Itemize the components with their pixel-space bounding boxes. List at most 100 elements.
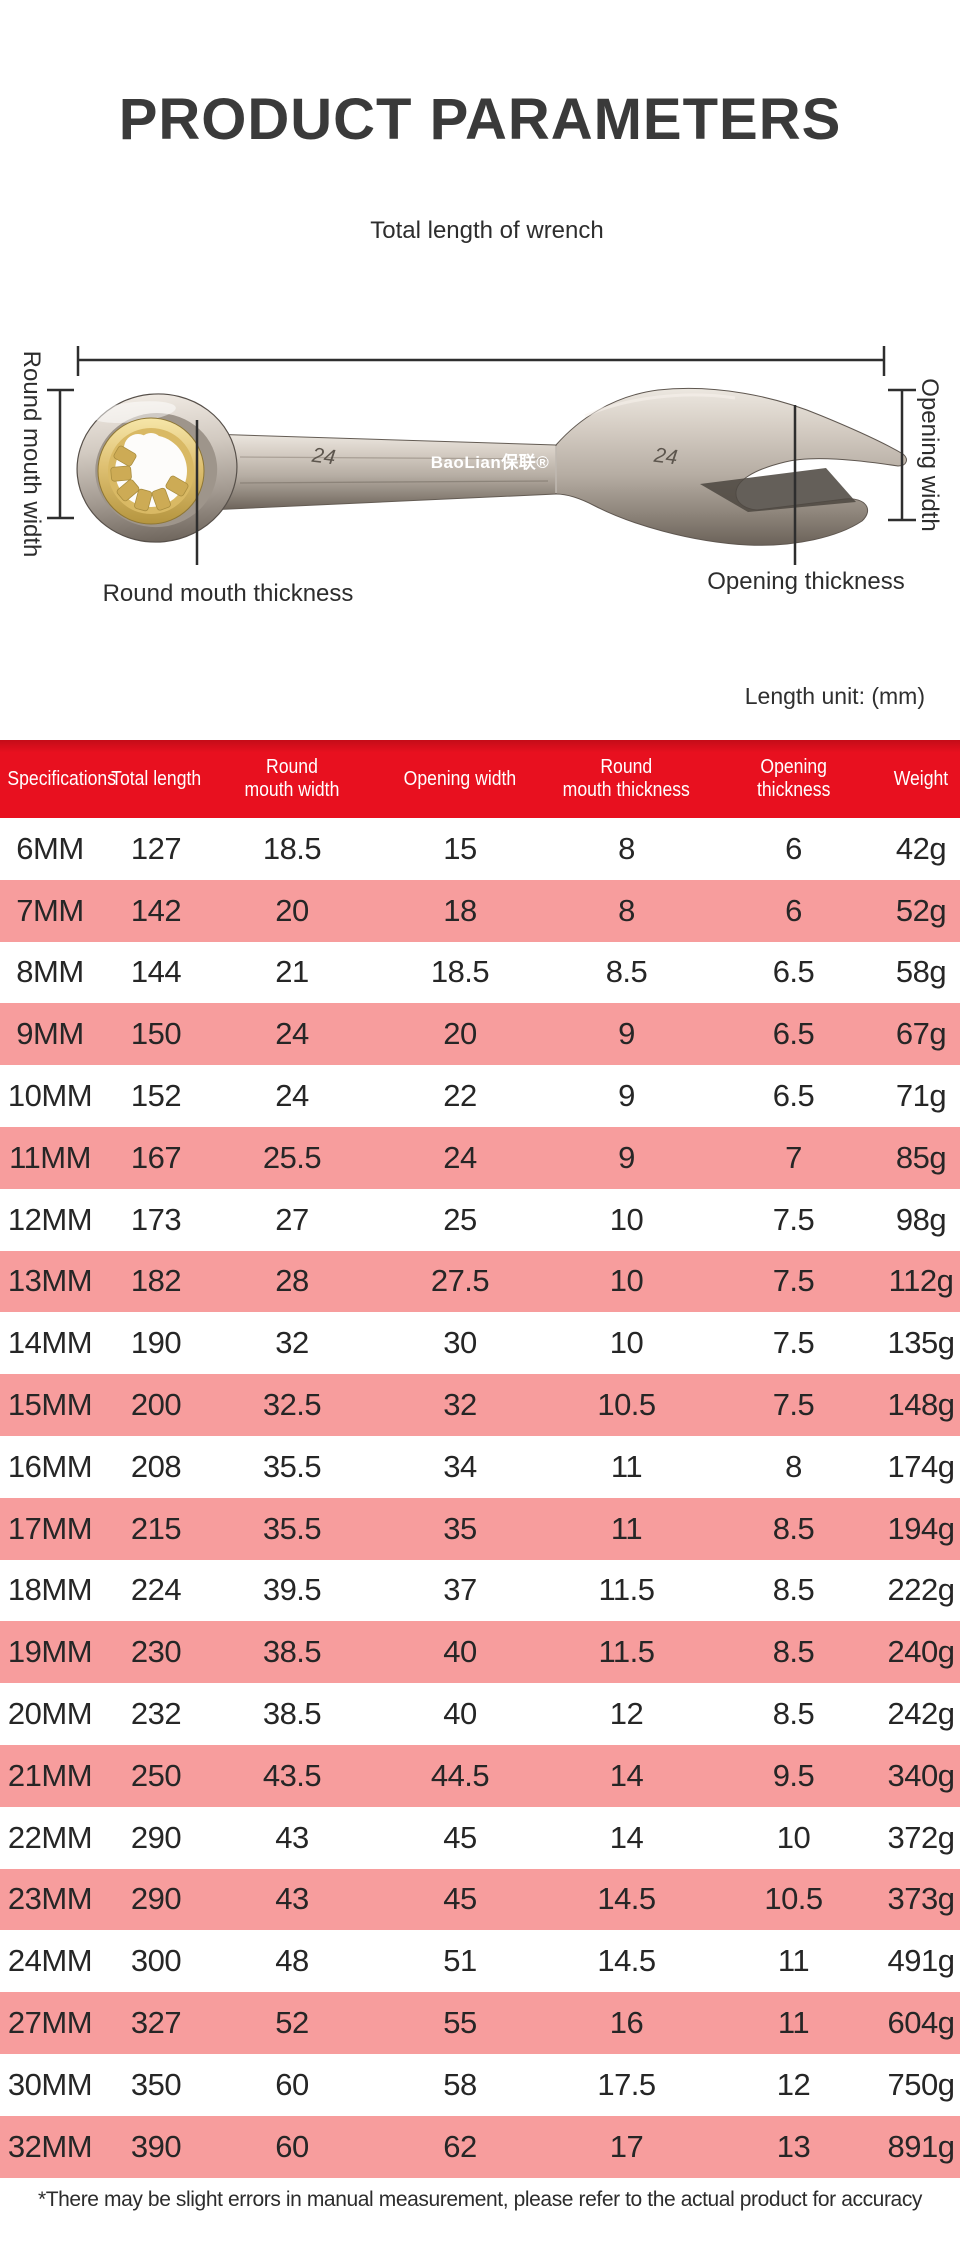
size-marking-right: 24 — [652, 444, 679, 470]
cell-round-mouth-width: 24 — [275, 1016, 309, 1052]
table-row: 19MM 230 38.5 40 11.5 8.5 240g — [0, 1621, 960, 1684]
size-marking-left: 24 — [310, 444, 337, 470]
cell-opening-thickness: 9.5 — [772, 1757, 815, 1793]
cell-total-length: 167 — [130, 1139, 182, 1175]
cell-specification: 15MM — [7, 1387, 93, 1423]
table-row: 11MM 167 25.5 24 9 7 85g — [0, 1126, 960, 1189]
cell-specification: 27MM — [7, 2005, 93, 2041]
cell-round-mouth-width: 35.5 — [262, 1510, 322, 1546]
cell-specification: 7MM — [16, 892, 84, 928]
cell-opening-thickness: 8.5 — [772, 1572, 815, 1608]
cell-opening-width: 40 — [443, 1634, 477, 1670]
cell-specification: 14MM — [7, 1325, 93, 1361]
cell-round-mouth-thickness: 10 — [609, 1325, 644, 1361]
cell-total-length: 190 — [130, 1325, 182, 1361]
cell-weight: 604g — [887, 2005, 955, 2041]
length-unit-note: Length unit: (mm) — [744, 683, 925, 709]
cell-total-length: 144 — [130, 954, 182, 990]
cell-weight: 491g — [887, 1943, 955, 1979]
total-length-label: Total length of wrench — [370, 217, 603, 244]
cell-opening-width: 45 — [443, 1819, 477, 1855]
table-row: 9MM 150 24 20 9 6.5 67g — [0, 1003, 960, 1066]
cell-round-mouth-thickness: 9 — [618, 1078, 635, 1114]
cell-total-length: 150 — [130, 1016, 182, 1052]
wrench-illustration: 24 24 BaoLian保联® — [76, 388, 907, 546]
cell-round-mouth-thickness: 14.5 — [597, 1943, 656, 1979]
cell-opening-thickness: 8 — [785, 1448, 802, 1484]
cell-specification: 19MM — [7, 1634, 93, 1670]
table-row: 20MM 232 38.5 40 12 8.5 242g — [0, 1683, 960, 1745]
cell-round-mouth-thickness: 11 — [610, 1510, 643, 1546]
cell-opening-thickness: 13 — [776, 2128, 811, 2164]
cell-opening-width: 27.5 — [430, 1263, 490, 1299]
cell-round-mouth-width: 27 — [275, 1201, 309, 1237]
round-mouth-width-label: Round mouth width — [18, 351, 45, 558]
cell-opening-width: 30 — [443, 1325, 477, 1361]
cell-round-mouth-width: 38.5 — [262, 1634, 322, 1670]
cell-opening-width: 62 — [443, 2128, 477, 2164]
cell-opening-thickness: 8.5 — [772, 1510, 815, 1546]
cell-round-mouth-thickness: 11 — [610, 1448, 643, 1484]
cell-opening-thickness: 7.5 — [772, 1325, 815, 1361]
cell-weight: 148g — [887, 1387, 955, 1423]
cell-total-length: 250 — [130, 1757, 182, 1793]
cell-specification: 23MM — [7, 1881, 93, 1917]
col-header-opening-width: Opening width — [372, 740, 548, 818]
cell-weight: 750g — [887, 2066, 955, 2102]
cell-round-mouth-thickness: 8.5 — [605, 954, 648, 990]
table-row: 16MM 208 35.5 34 11 8 174g — [0, 1435, 960, 1498]
table-row: 8MM 144 21 18.5 8.5 6.5 58g — [0, 941, 960, 1004]
cell-opening-width: 45 — [443, 1881, 477, 1917]
cell-specification: 6MM — [16, 830, 84, 866]
wrench-shaft — [207, 433, 557, 511]
table-row: 23MM 290 43 45 14.5 10.5 373g — [0, 1868, 960, 1931]
cell-round-mouth-thickness: 14 — [609, 1757, 644, 1793]
cell-opening-thickness: 8.5 — [772, 1634, 815, 1670]
cell-round-mouth-thickness: 8 — [618, 830, 635, 866]
table-row: 18MM 224 39.5 37 11.5 8.5 222g — [0, 1559, 960, 1622]
col-header-total-length: Total length — [100, 740, 212, 818]
cell-total-length: 142 — [130, 892, 182, 928]
table-row: 13MM 182 28 27.5 10 7.5 112g — [0, 1250, 960, 1313]
cell-opening-width: 55 — [443, 2005, 477, 2041]
cell-round-mouth-thickness: 10 — [609, 1201, 644, 1237]
table-row: 12MM 173 27 25 10 7.5 98g — [0, 1188, 960, 1251]
cell-round-mouth-width: 24 — [275, 1078, 309, 1114]
cell-round-mouth-width: 60 — [275, 2066, 309, 2102]
cell-specification: 8MM — [16, 954, 84, 990]
ratchet-teeth — [110, 445, 189, 512]
table-row: 21MM 250 43.5 44.5 14 9.5 340g — [0, 1744, 960, 1807]
cell-opening-width: 35 — [443, 1510, 477, 1546]
cell-total-length: 327 — [130, 2005, 182, 2041]
cell-round-mouth-width: 35.5 — [262, 1448, 322, 1484]
cell-weight: 67g — [895, 1016, 947, 1052]
col-header-round-mouth-thickness: Round mouth thickness — [548, 740, 705, 818]
table-row: 30MM 350 60 58 17.5 12 750g — [0, 2053, 960, 2116]
cell-round-mouth-width: 25.5 — [262, 1139, 322, 1175]
table-row: 14MM 190 32 30 10 7.5 135g — [0, 1312, 960, 1375]
cell-total-length: 215 — [130, 1510, 182, 1546]
cell-weight: 52g — [895, 892, 947, 928]
cell-opening-width: 24 — [443, 1139, 477, 1175]
cell-total-length: 290 — [130, 1819, 182, 1855]
cell-round-mouth-thickness: 9 — [618, 1139, 635, 1175]
cell-specification: 24MM — [7, 1943, 93, 1979]
cell-weight: 85g — [895, 1139, 947, 1175]
cell-opening-thickness: 10.5 — [764, 1881, 823, 1917]
cell-round-mouth-width: 60 — [275, 2128, 309, 2164]
table-row: 6MM 127 18.5 15 8 6 42g — [0, 818, 960, 880]
cell-specification: 32MM — [7, 2128, 93, 2164]
table-row: 15MM 200 32.5 32 10.5 7.5 148g — [0, 1374, 960, 1436]
cell-total-length: 127 — [130, 830, 182, 866]
cell-weight: 112g — [888, 1263, 954, 1299]
cell-opening-width: 20 — [443, 1016, 477, 1052]
cell-opening-thickness: 7 — [785, 1139, 802, 1175]
cell-round-mouth-thickness: 8 — [618, 892, 635, 928]
wrench-jaw-shadow — [700, 468, 856, 512]
cell-opening-width: 51 — [443, 1943, 477, 1979]
cell-specification: 30MM — [7, 2066, 93, 2102]
cell-opening-thickness: 6.5 — [772, 1016, 815, 1052]
cell-total-length: 230 — [130, 1634, 182, 1670]
cell-opening-width: 22 — [443, 1078, 477, 1114]
cell-round-mouth-width: 28 — [275, 1263, 309, 1299]
